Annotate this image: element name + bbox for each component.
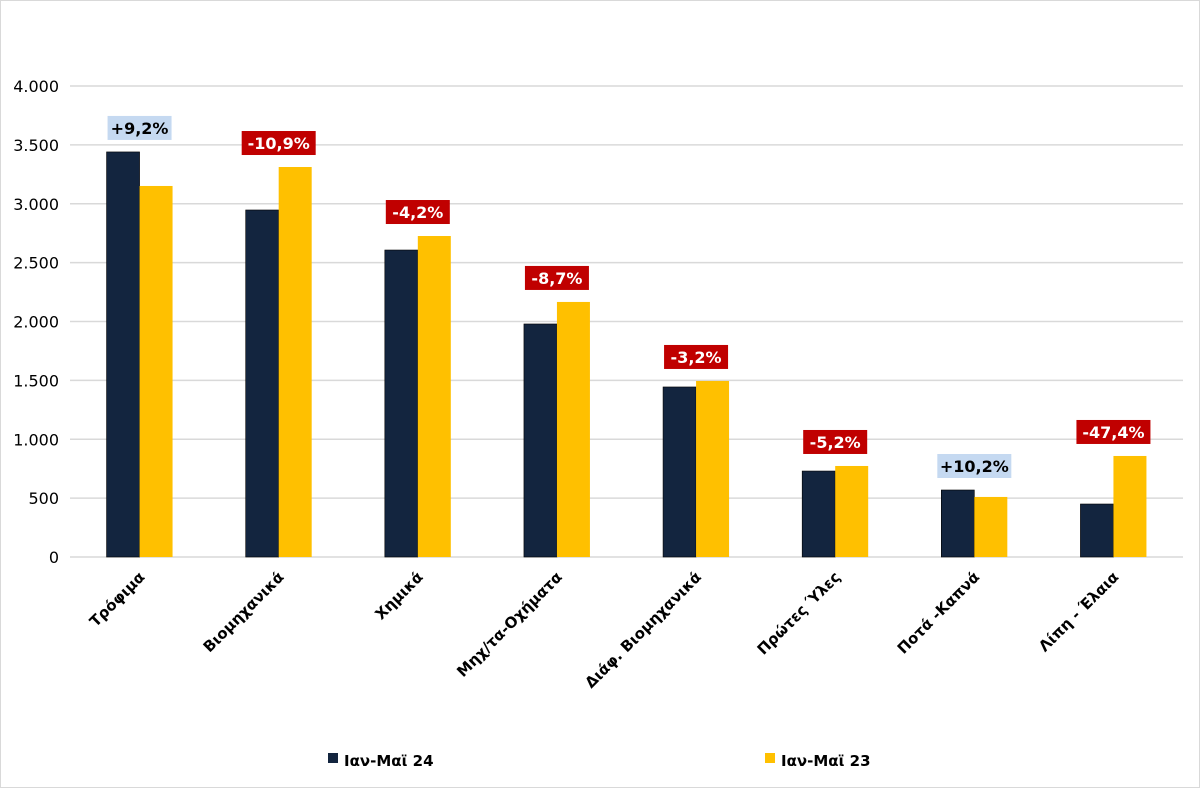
annotations: +9,2% -10,9% -4,2% -8,7% -3,2% -5,2% +10,2% -47… — [107, 115, 1151, 479]
bar-series-0 — [106, 151, 140, 558]
bar-series-0 — [523, 323, 558, 558]
change-badge-bg — [664, 344, 729, 369]
change-badge-label: -8,7% — [531, 269, 582, 288]
bar-series-1 — [835, 465, 869, 557]
change-badge-label: +9,2% — [111, 119, 169, 138]
y-tick-label: 500 — [28, 489, 59, 508]
x-axis-labels: Τρόφιμα Βιομηχανικά Χημικά Μηχ/τα-Οχήματα Δι… — [86, 568, 1122, 692]
y-tick-label: 2.000 — [13, 313, 59, 332]
change-badge-label: -10,9% — [248, 134, 310, 153]
legend-label-series-1: Ιαν-Μαϊ 23 — [781, 752, 871, 770]
x-category-label: Χημικά — [371, 568, 426, 623]
bar-series-0 — [662, 386, 697, 558]
change-badge-bg — [107, 115, 172, 140]
y-tick-label: 3.500 — [13, 136, 59, 155]
x-category-label: Ποτά -Καπνά — [894, 568, 983, 657]
change-badge-label: -4,2% — [392, 203, 443, 222]
change-badge-label: -5,2% — [810, 433, 861, 452]
change-badge-label: +10,2% — [940, 457, 1009, 476]
bar-series-1 — [278, 167, 312, 557]
bar-series-1 — [1113, 455, 1147, 557]
change-badge-bg — [1076, 419, 1151, 444]
x-category-label: Λίπη - Έλαια — [1035, 568, 1122, 655]
legend-label-series-0: Ιαν-Μαϊ 24 — [344, 752, 434, 770]
bars — [106, 151, 1147, 558]
legend: Ιαν-Μαϊ 24 Ιαν-Μαϊ 23 — [328, 752, 871, 770]
bar-series-1 — [974, 496, 1008, 557]
y-tick-label: 1.500 — [13, 371, 59, 390]
change-badge-bg — [241, 131, 316, 156]
legend-swatch-series-1 — [765, 753, 775, 763]
y-tick-label: 1.000 — [13, 430, 59, 449]
bar-series-0 — [941, 489, 975, 558]
bar-series-0 — [384, 249, 419, 558]
y-tick-label: 2.500 — [13, 254, 59, 273]
change-badge-bg — [937, 454, 1012, 479]
y-tick-label: 0 — [49, 548, 59, 567]
gridlines — [70, 85, 1183, 558]
legend-swatch-series-0 — [328, 753, 338, 763]
x-category-label: Τρόφιμα — [86, 568, 148, 630]
y-tick-label: 3.000 — [13, 195, 59, 214]
y-axis-tick-labels: 0 500 1.000 1.500 2.000 2.500 3.000 3.500 4.000 — [13, 77, 59, 567]
y-tick-label: 4.000 — [13, 77, 59, 96]
x-category-label: Πρώτες Ύλες — [754, 568, 844, 658]
bar-series-0 — [801, 470, 836, 558]
bar-series-1 — [696, 380, 730, 557]
bar-series-1 — [556, 301, 590, 557]
x-category-label: Μηχ/τα-Οχήματα — [453, 568, 566, 681]
change-badge-bg — [803, 429, 868, 454]
x-category-label: Διάφ. Βιομηχανικά — [581, 568, 705, 692]
change-badge-bg — [385, 200, 450, 225]
bar-series-0 — [245, 209, 279, 558]
bar-series-1 — [417, 236, 451, 558]
change-badge-label: -47,4% — [1082, 423, 1144, 442]
bar-series-0 — [1080, 503, 1114, 558]
change-badge-label: -3,2% — [671, 348, 722, 367]
bar-series-1 — [139, 185, 173, 557]
x-category-label: Βιομηχανικά — [200, 568, 288, 656]
change-badge-bg — [524, 265, 589, 290]
